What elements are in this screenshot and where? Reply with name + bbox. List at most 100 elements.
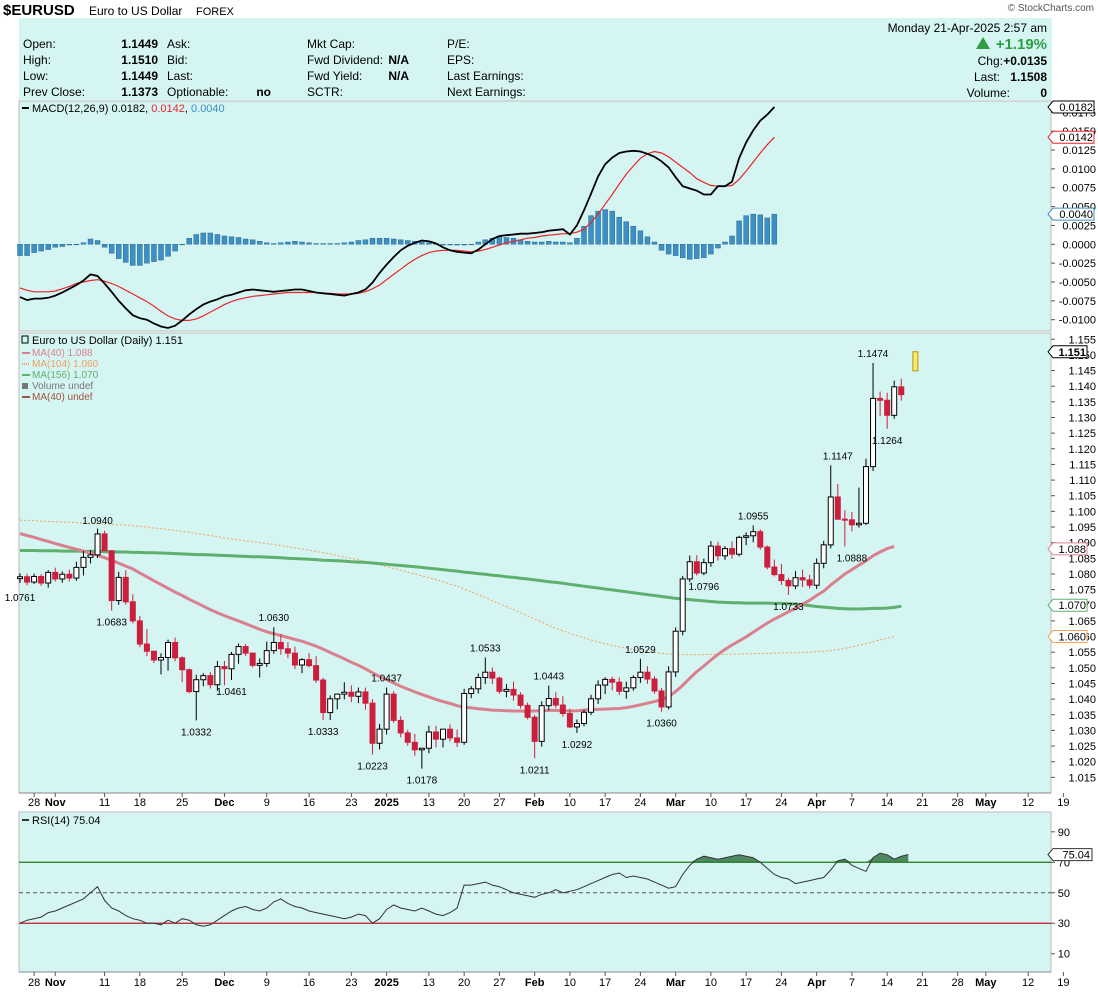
price-tick-label: 1.130 — [1068, 412, 1096, 424]
price-annotation: 1.0733 — [773, 602, 804, 613]
price-tick-label: 1.050 — [1068, 663, 1096, 675]
x-tick-label: 18 — [134, 977, 146, 989]
quote-label: Fwd Yield: — [307, 69, 362, 83]
quote-label: Prev Close: — [23, 85, 85, 99]
macd-tick-label: -0.0100 — [1059, 315, 1096, 327]
macd-histogram-bar — [341, 242, 347, 245]
candle-up — [115, 576, 122, 602]
macd-histogram-bar — [454, 244, 460, 246]
candle-down — [566, 713, 573, 728]
candle-down — [186, 669, 193, 693]
macd-histogram-bar — [405, 240, 411, 245]
rsi-tick-label: 90 — [1058, 827, 1070, 839]
macd-histogram-bar — [348, 241, 355, 245]
price-legend-item: MA(40) 1.088 — [32, 348, 93, 359]
candle-down — [411, 741, 418, 751]
x-tick-label: 7 — [849, 797, 855, 809]
macd-histogram-bar — [320, 243, 326, 245]
macd-histogram-bar — [496, 236, 503, 245]
candle-up — [165, 641, 172, 659]
quote-label: Last: — [167, 69, 193, 83]
macd-histogram-bar — [390, 238, 397, 245]
price-annotation: 1.0940 — [82, 516, 113, 527]
candle-down — [432, 731, 439, 740]
candle-down — [517, 694, 524, 706]
macd-histogram-bar — [750, 213, 756, 245]
x-tick-label: 12 — [1022, 797, 1034, 809]
candle-down — [834, 496, 841, 520]
macd-histogram-bar — [271, 243, 277, 245]
macd-histogram-bar — [172, 244, 178, 252]
quote-value: N/A — [388, 53, 409, 67]
x-tick-label: 24 — [634, 797, 646, 809]
macd-histogram-bar — [59, 244, 65, 247]
candle-up — [376, 728, 383, 744]
macd-histogram-bar — [715, 244, 721, 249]
quote-columns: Open: 1.1449 High: 1.1510 Low: 1.1449 Prev Clo… — [23, 37, 526, 99]
price-annotation: 1.1147 — [823, 451, 853, 462]
quote-value: 1.1373 — [121, 85, 158, 99]
macd-histogram-bar — [130, 244, 136, 266]
candle-up — [440, 728, 446, 740]
x-tick-label: Dec — [214, 977, 234, 989]
macd-histogram-bar — [672, 244, 679, 256]
macd-histogram-bar — [38, 244, 44, 252]
quote-value: 1.1510 — [121, 53, 158, 67]
macd-legend-sep: , — [185, 103, 191, 115]
quote-value: N/A — [388, 69, 409, 83]
macd-tick-label: -0.0025 — [1059, 258, 1096, 270]
candle-down — [447, 728, 454, 739]
macd-histogram-bar — [264, 242, 270, 245]
macd-histogram-bar — [123, 244, 129, 263]
macd-histogram-bar — [475, 241, 481, 245]
macd-histogram-bar — [94, 240, 101, 245]
candle-up — [736, 536, 743, 555]
x-tick-label: 28 — [952, 797, 964, 809]
candle-down — [150, 650, 157, 661]
macd-tick-label: 0.0025 — [1062, 220, 1096, 232]
macd-histogram-bar — [658, 244, 665, 251]
x-tick-label: 28 — [28, 797, 40, 809]
symbol-title: $EURUSD — [3, 2, 75, 19]
watermark: © StockCharts.com — [1008, 3, 1094, 14]
price-annotation: 1.0683 — [96, 618, 127, 629]
price-value-label: 1.151 — [1058, 347, 1086, 359]
rsi-line — [19, 852, 909, 927]
candle-down — [454, 737, 461, 743]
price-tick-label: 1.040 — [1068, 694, 1096, 706]
x-tick-label: 17 — [599, 977, 611, 989]
candle-up — [59, 573, 66, 580]
macd-histogram-bar — [419, 241, 425, 245]
macd-histogram-bar — [574, 238, 580, 245]
candle-down — [806, 579, 813, 586]
candle-up — [383, 693, 390, 730]
macd-histogram-bar — [31, 244, 37, 253]
candle-up — [743, 535, 750, 538]
candle-down — [277, 641, 284, 650]
candle-up — [73, 566, 80, 579]
x-tick-label: 24 — [634, 977, 646, 989]
rsi-tick-label: 10 — [1058, 949, 1070, 961]
candle-down — [249, 652, 256, 666]
price-annotation: 1.0533 — [470, 644, 501, 655]
x-tick-label: 14 — [881, 977, 893, 989]
quote-label: Fwd Dividend: — [307, 53, 383, 67]
macd-histogram-bar — [398, 239, 404, 245]
x-tick-label: 28 — [952, 977, 964, 989]
up-arrow-icon — [976, 37, 990, 49]
price-annotation: 1.1264 — [872, 436, 903, 447]
macd-histogram-bar — [468, 244, 474, 246]
price-value-label: 1.070 — [1058, 600, 1086, 612]
macd-histogram-bar — [249, 239, 256, 245]
quote-label: P/E: — [447, 37, 470, 51]
candle-up — [461, 692, 468, 743]
macd-histogram-bar — [708, 244, 714, 255]
x-tick-label: 23 — [345, 977, 357, 989]
candle-down — [172, 641, 179, 659]
candle-up — [679, 578, 686, 632]
macd-histogram-bar — [722, 241, 728, 245]
macd-histogram-bar — [17, 244, 23, 256]
candle-up — [475, 677, 482, 690]
candle-down — [136, 620, 143, 645]
price-annotation: 1.0888 — [837, 553, 868, 564]
